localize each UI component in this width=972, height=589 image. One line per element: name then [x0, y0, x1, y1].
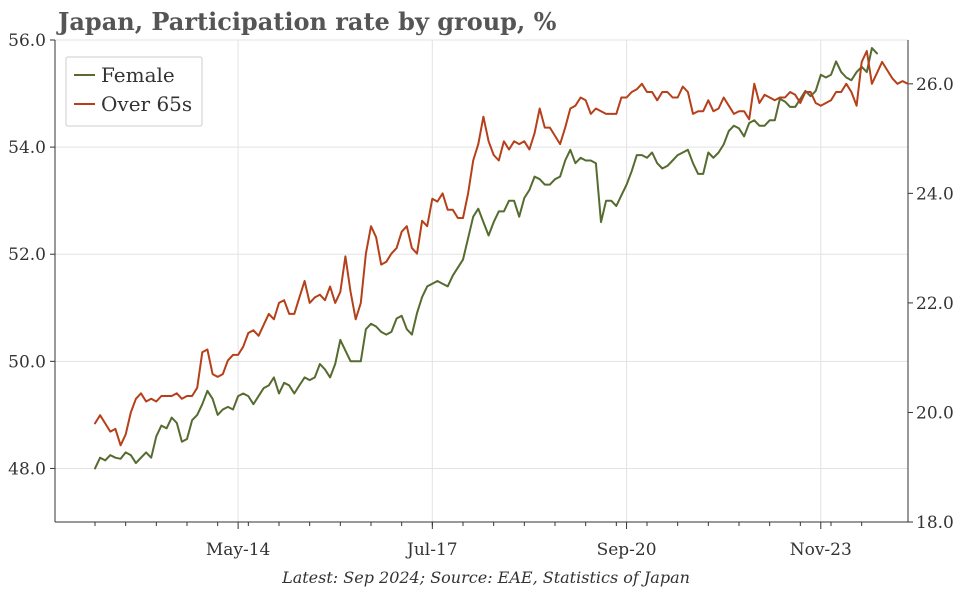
x-tick-label: Jul-17 [405, 540, 458, 560]
series-line-over-65s [94, 50, 909, 447]
y-left-tick-label: 52.0 [8, 245, 46, 265]
y-right-tick-label: 18.0 [916, 513, 954, 533]
y-left-tick-label: 50.0 [8, 352, 46, 372]
legend-box [65, 56, 203, 127]
x-tick-label: Sep-20 [597, 540, 657, 560]
chart-title: Japan, Participation rate by group, % [56, 7, 557, 36]
legend: Female Over 65s [65, 56, 203, 127]
y-right-tick-label: 26.0 [916, 75, 954, 95]
series-line-female [94, 47, 878, 470]
legend-label-female: Female [101, 63, 175, 87]
y-left-tick-label: 48.0 [8, 459, 46, 479]
y-left-tick-label: 56.0 [8, 31, 46, 51]
source-note: Latest: Sep 2024; Source: EAE, Statistic… [281, 568, 690, 587]
y-left-tick-label: 54.0 [8, 138, 46, 158]
plot-area: 48.0 50.0 52.0 54.0 56.0 18.0 20.0 22.0 24.0 26.0… [8, 31, 954, 560]
y-right-tick-label: 24.0 [916, 184, 954, 204]
x-tick-label: May-14 [206, 540, 271, 560]
legend-label-over-65s: Over 65s [101, 92, 192, 116]
x-tick-label: Nov-23 [790, 540, 852, 560]
y-right-tick-label: 22.0 [916, 294, 954, 314]
y-right-tick-label: 20.0 [916, 403, 954, 423]
